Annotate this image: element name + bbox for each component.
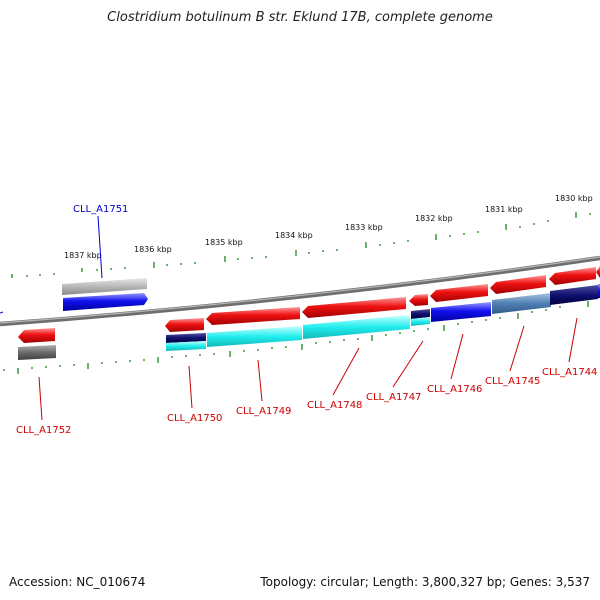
gene-label-cll-a1747[interactable]: CLL_A1747 bbox=[366, 392, 421, 403]
gene-cll-a1750-feature[interactable] bbox=[165, 318, 206, 351]
gene-label-cll-a1748[interactable]: CLL_A1748 bbox=[307, 400, 362, 411]
genome-backbone bbox=[0, 255, 600, 327]
outer-tick-row bbox=[11, 212, 591, 278]
gene-cll-a1749-feature[interactable] bbox=[206, 307, 302, 347]
gene-label-cll-a1746[interactable]: CLL_A1746 bbox=[427, 384, 482, 395]
gene-label-cll-a1749[interactable]: CLL_A1749 bbox=[236, 406, 291, 417]
tick-label-1832: 1832 kbp bbox=[415, 214, 453, 223]
gene-label-cll-a1752[interactable]: CLL_A1752 bbox=[16, 425, 71, 436]
accession-text: Accession: NC_010674 bbox=[9, 575, 146, 589]
tick-label-1831: 1831 kbp bbox=[485, 205, 523, 214]
gene-cll-a1751-feature[interactable] bbox=[62, 278, 148, 311]
label-leaders bbox=[38, 215, 578, 421]
tick-label-1833: 1833 kbp bbox=[345, 223, 383, 232]
tick-label-1836: 1836 kbp bbox=[134, 245, 172, 254]
inner-tick-row bbox=[3, 301, 589, 374]
tick-label-1835: 1835 kbp bbox=[205, 238, 243, 247]
tick-label-1834: 1834 kbp bbox=[275, 231, 313, 240]
gene-cll-a1744-feature[interactable] bbox=[549, 267, 598, 305]
map-title: Clostridium botulinum B str. Eklund 17B,… bbox=[107, 10, 493, 25]
gene-cll-a1748-feature[interactable] bbox=[302, 297, 410, 339]
gene-cll-a1745-feature[interactable] bbox=[490, 275, 551, 314]
edge-marker bbox=[0, 311, 4, 314]
gene-edge-feature[interactable] bbox=[596, 266, 600, 278]
gene-label-cll-a1751[interactable]: CLL_A1751 bbox=[73, 204, 128, 215]
tick-label-1830: 1830 kbp bbox=[555, 194, 593, 203]
gene-label-cll-a1744[interactable]: CLL_A1744 bbox=[542, 367, 597, 378]
gene-cll-a1747-feature[interactable] bbox=[409, 294, 430, 326]
tick-label-1837: 1837 kbp bbox=[64, 251, 102, 260]
gene-label-cll-a1745[interactable]: CLL_A1745 bbox=[485, 376, 540, 387]
gene-cll-a1746-feature[interactable] bbox=[430, 284, 491, 322]
genome-summary-text: Topology: circular; Length: 3,800,327 bp… bbox=[260, 575, 590, 589]
gene-label-cll-a1750[interactable]: CLL_A1750 bbox=[167, 413, 222, 424]
gene-cll-a1752-feature[interactable] bbox=[18, 328, 56, 360]
